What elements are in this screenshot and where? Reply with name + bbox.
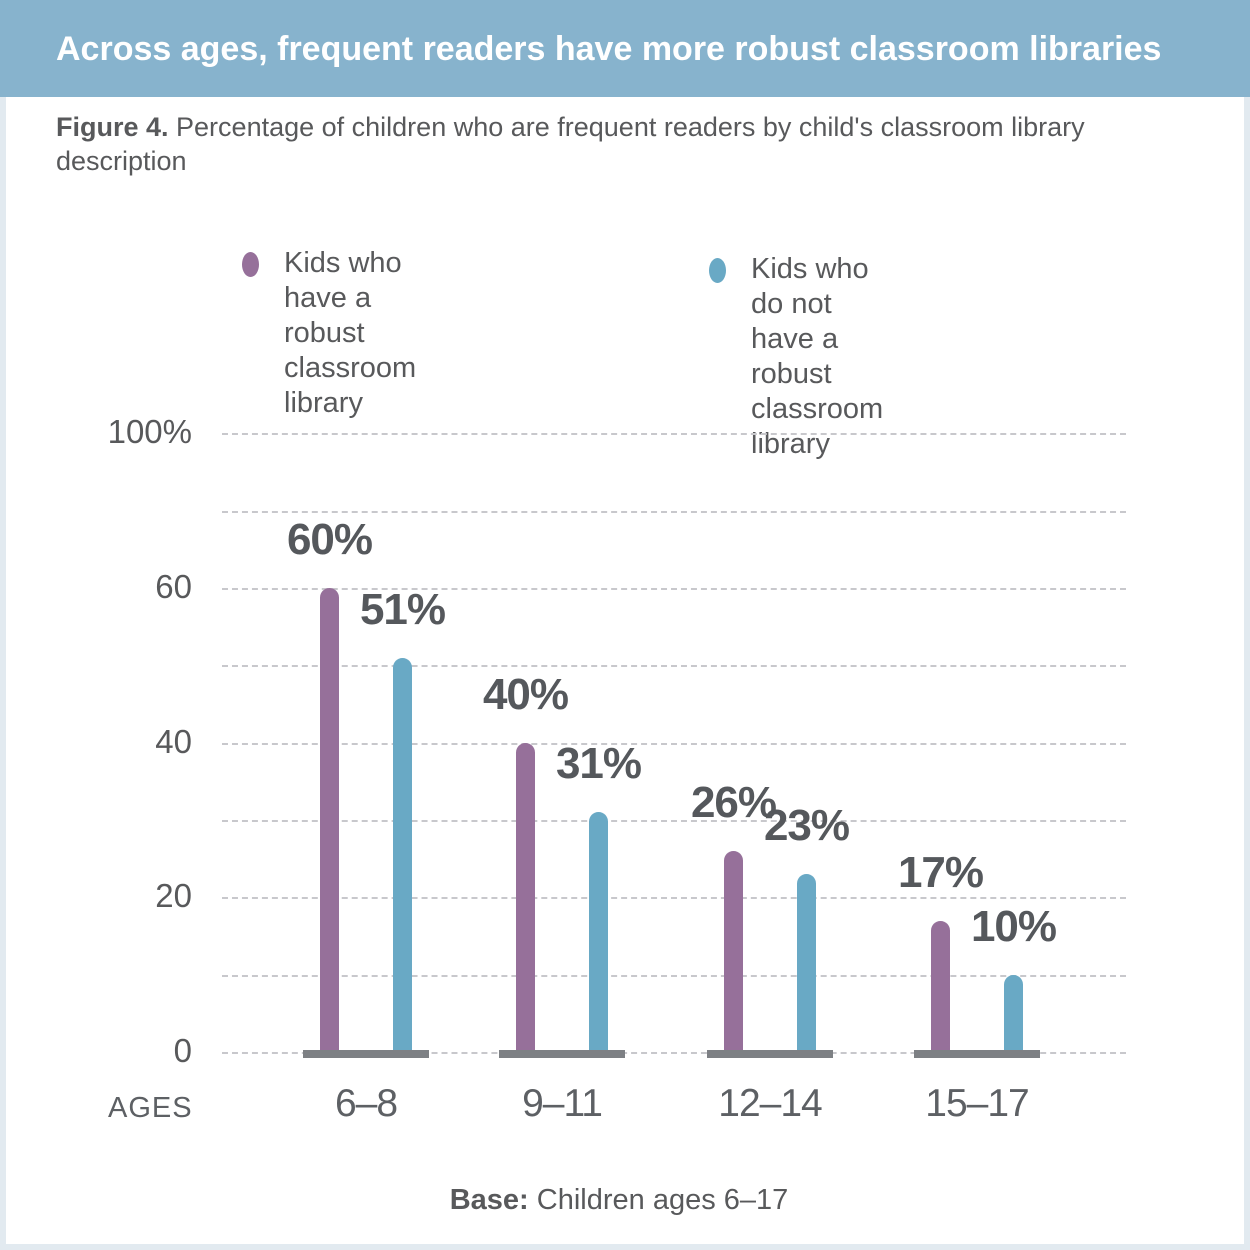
value-label: 51% [359, 584, 446, 634]
gridline [222, 588, 1126, 590]
gridline [222, 510, 1126, 513]
value-label: 10% [970, 901, 1057, 951]
gridline [222, 974, 1126, 977]
legend-label-not-robust: Kids who do not have a robust classroom … [751, 253, 884, 460]
gridline [222, 433, 1126, 436]
bar-not-robust [393, 657, 412, 1052]
bar-robust [724, 850, 743, 1052]
baseline-segment [707, 1050, 833, 1058]
value-label: 60% [286, 515, 373, 564]
bar-robust [320, 588, 339, 1052]
baseline-segment [303, 1050, 429, 1058]
y-axis-tick-label: 100% [107, 413, 192, 451]
bar-not-robust [1004, 974, 1023, 1052]
baseline-segment [914, 1050, 1040, 1058]
bar-not-robust [797, 874, 816, 1052]
y-axis-tick-label: 20 [155, 877, 192, 915]
value-label: 17% [897, 847, 984, 897]
figure-card [6, 0, 1244, 1244]
base-note-label: Base: [449, 1184, 529, 1216]
value-label: 23% [763, 801, 850, 851]
y-axis-tick-label: 0 [173, 1032, 192, 1069]
bar-not-robust [589, 812, 608, 1052]
category-label: 15–17 [925, 1082, 1029, 1125]
header-banner: Across ages, frequent readers have more … [0, 0, 1250, 97]
gridline [222, 820, 1126, 822]
y-axis-tick-label: 40 [155, 722, 192, 760]
value-label: 40% [482, 669, 569, 719]
value-label: 31% [555, 739, 642, 789]
figure-number: Figure 4. [56, 112, 169, 142]
figure-caption: Figure 4. Percentage of children who are… [56, 110, 1086, 178]
category-label: 6–8 [334, 1082, 398, 1125]
base-note: Base: Children ages 6–17 [0, 1184, 1238, 1217]
bar-robust [931, 920, 950, 1052]
base-note-text: Children ages 6–17 [528, 1184, 789, 1216]
gridline [222, 742, 1126, 745]
baseline-segment [499, 1050, 625, 1058]
y-axis-tick-label: 60 [155, 568, 192, 605]
gridline [222, 897, 1126, 900]
gridline [222, 665, 1126, 668]
value-label: 26% [690, 777, 777, 827]
category-label: 12–14 [718, 1082, 822, 1125]
legend-dot-blue-icon [709, 258, 726, 283]
bar-robust [516, 742, 535, 1052]
category-label: 9–11 [522, 1082, 603, 1125]
legend-label-robust: Kids who have a robust classroom library [284, 247, 417, 419]
legend-dot-purple-icon [242, 252, 259, 277]
x-axis-title: AGES [108, 1092, 193, 1124]
figure-caption-text: Percentage of children who are frequent … [56, 112, 1085, 176]
page-title: Across ages, frequent readers have more … [56, 30, 1162, 68]
gridline [222, 1052, 1126, 1054]
